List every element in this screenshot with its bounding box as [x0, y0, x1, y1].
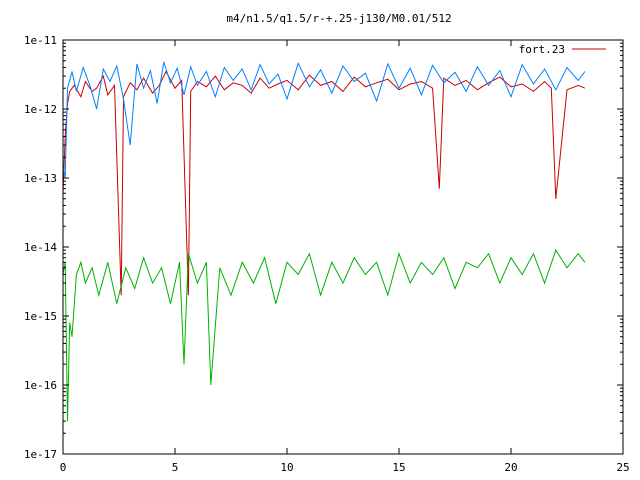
y-tick-label: 1e-12	[24, 103, 57, 116]
y-tick-label: 1e-13	[24, 172, 57, 185]
legend-label: fort.23	[519, 43, 565, 56]
series-line-3	[62, 249, 586, 422]
y-tick-label: 1e-11	[24, 34, 57, 47]
x-tick-label: 25	[616, 461, 629, 474]
x-tick-label: 20	[504, 461, 517, 474]
x-tick-label: 5	[172, 461, 179, 474]
series-line-1	[62, 70, 586, 296]
axes-layer: 0 5 10 15 20 25 1e-17 1e-16 1e-15 1e-14 1e-13 1e-12…	[24, 34, 630, 474]
chart-title: m4/n1.5/q1.5/r-+.25-j130/M0.01/512	[226, 12, 451, 25]
series-line-2	[62, 61, 586, 179]
x-tick-label: 15	[392, 461, 405, 474]
x-tick-label: 0	[60, 461, 67, 474]
x-tick-label: 10	[280, 461, 293, 474]
y-tick-label: 1e-15	[24, 310, 57, 323]
y-tick-label: 1e-16	[24, 379, 57, 392]
series-layer	[62, 61, 586, 422]
y-tick-label: 1e-14	[24, 241, 57, 254]
plot-frame	[62, 39, 624, 455]
legend: fort.23	[519, 43, 606, 56]
y-tick-label: 1e-17	[24, 448, 57, 461]
